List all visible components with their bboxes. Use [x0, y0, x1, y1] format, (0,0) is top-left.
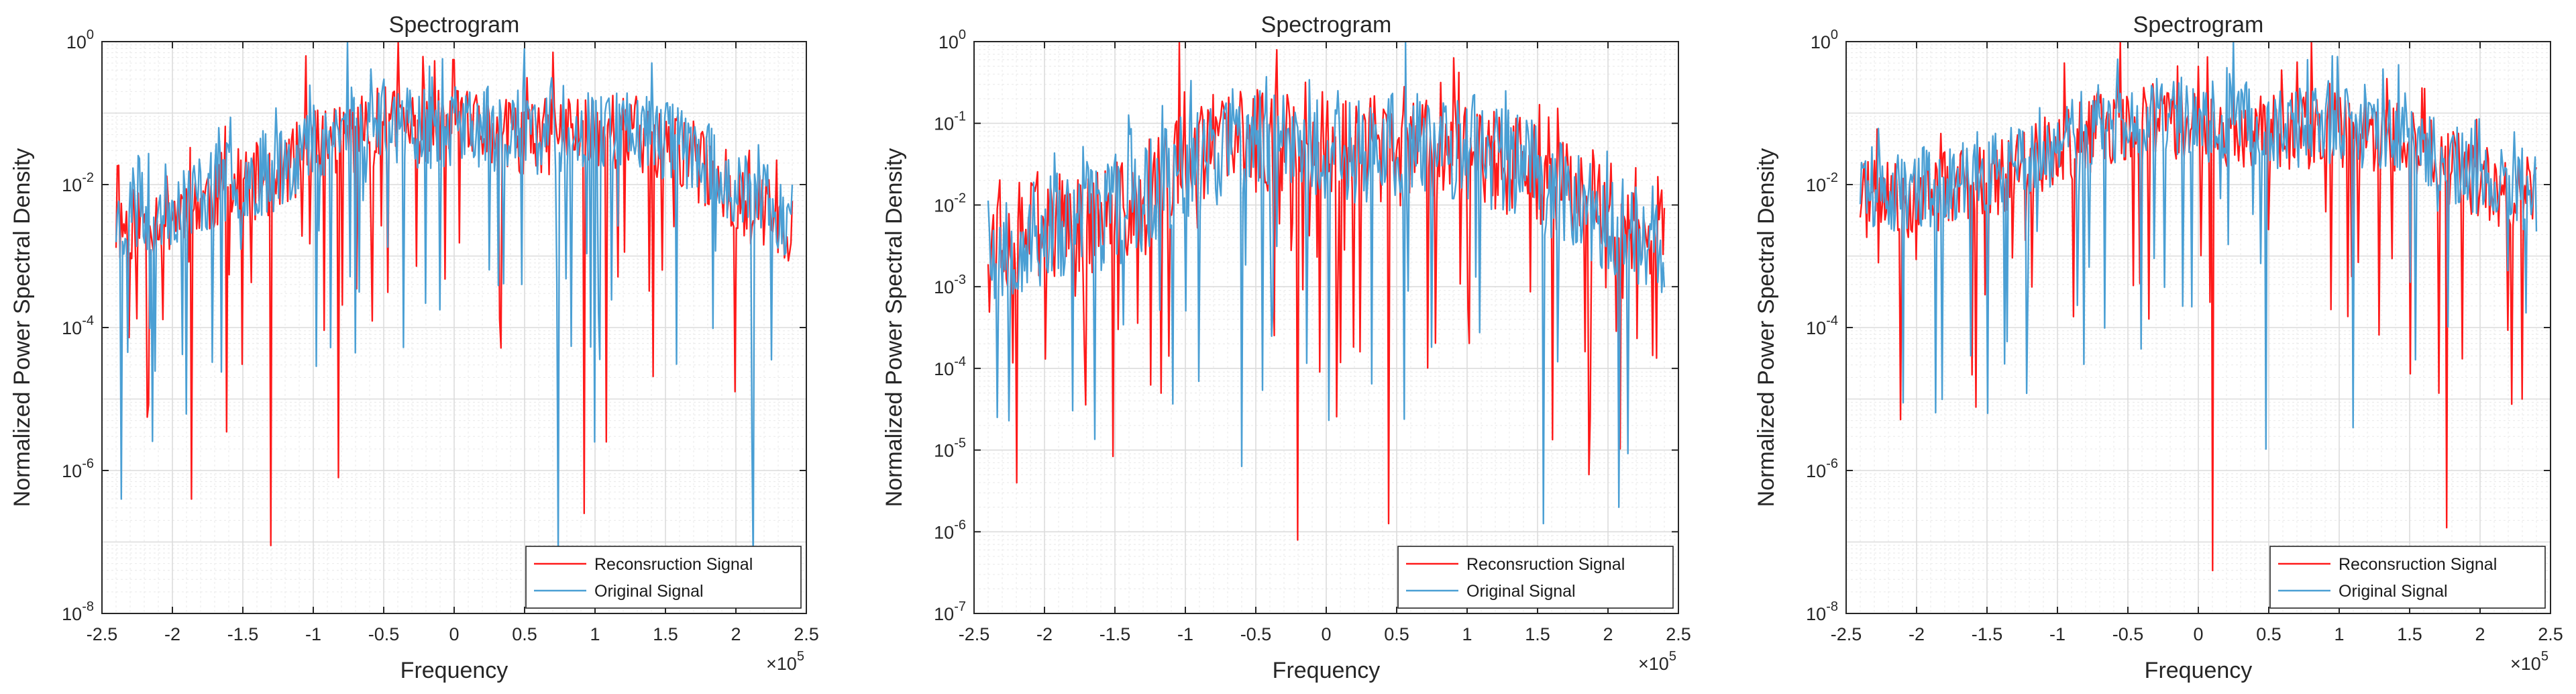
- y-tick-label: 10-3: [934, 272, 966, 297]
- y-tick-label: 100: [66, 28, 94, 52]
- x-tick-label: 2: [731, 624, 741, 644]
- x-tick-label: 1.5: [2397, 624, 2422, 644]
- x-tick-label: -2: [1036, 624, 1053, 644]
- y-tick-label: 10-4: [62, 313, 94, 338]
- x-tick-label: 1: [2334, 624, 2344, 644]
- y-ticks: 10-8 10-6 10-4 10-2 100: [1806, 28, 2551, 624]
- y-tick-label: 10-4: [934, 354, 966, 379]
- x-tick-label: 1.5: [653, 624, 678, 644]
- y-ticks: 10-8 10-6 10-4 10-2 100: [62, 28, 806, 624]
- legend: Reconsruction Signal Original Signal: [1397, 546, 1674, 609]
- series-line-original: [987, 42, 1666, 525]
- y-tick-label: 10-6: [934, 517, 966, 542]
- chart-title: Spectrogram: [1261, 12, 1392, 38]
- y-tick-label: 10-8: [62, 599, 94, 624]
- chart-title: Spectrogram: [2133, 12, 2264, 38]
- y-axis-label: Normalized Power Spectral Density: [9, 148, 35, 507]
- y-tick-label: 100: [938, 28, 966, 52]
- x-tick-label: 0.5: [2256, 624, 2282, 644]
- y-ticks: 10-7 10-6 10-5 10-4 10-3 10-2 10-1 100: [934, 28, 1678, 624]
- x-tick-label: -2.5: [87, 624, 118, 644]
- x-tick-label: 0: [2193, 624, 2203, 644]
- legend-label-reconstruction: Reconsruction Signal: [1466, 555, 1625, 574]
- legend: Reconsruction Signal Original Signal: [525, 546, 802, 609]
- x-tick-label: 2.5: [2538, 624, 2563, 644]
- legend-label-original: Original Signal: [1466, 582, 1576, 601]
- legend: Reconsruction Signal Original Signal: [2269, 546, 2546, 609]
- x-tick-label: -1: [305, 624, 321, 644]
- x-axis-label: Frequency: [400, 658, 508, 683]
- x-tick-label: -0.5: [1240, 624, 1272, 644]
- x-tick-label: -1.5: [1972, 624, 2003, 644]
- legend-label-original: Original Signal: [2339, 582, 2448, 601]
- x-tick-label: 0: [1321, 624, 1331, 644]
- y-tick-label: 10-2: [934, 191, 966, 215]
- chart-title: Spectrogram: [389, 12, 520, 38]
- x-tick-label: 0: [449, 624, 459, 644]
- y-tick-label: 10-1: [934, 109, 966, 134]
- y-axis-label: Normalized Power Spectral Density: [1754, 148, 1779, 507]
- chart-panel-1: -2.5 -2 -1.5 -1 -0.5 0 0.5 1 1.5 2 2.5 10-8 10-6 10-4…: [9, 12, 819, 683]
- x-tick-label: 0.5: [1384, 624, 1409, 644]
- y-tick-label: 10-8: [1806, 599, 1838, 624]
- x-tick-label: -1: [2049, 624, 2065, 644]
- x-tick-label: -1.5: [227, 624, 259, 644]
- y-tick-label: 10-2: [62, 170, 94, 195]
- x-tick-label: 1: [1462, 624, 1472, 644]
- x-exponent-label: ×105: [766, 649, 804, 674]
- x-tick-label: 1: [590, 624, 600, 644]
- y-tick-label: 10-6: [1806, 456, 1838, 481]
- x-ticks: -2.5 -2 -1.5 -1 -0.5 0 0.5 1 1.5 2 2.5: [1831, 42, 2563, 644]
- legend-label-reconstruction: Reconsruction Signal: [594, 555, 753, 574]
- x-tick-label: 2.5: [1666, 624, 1691, 644]
- chart-panel-2: -2.5 -2 -1.5 -1 -0.5 0 0.5 1 1.5 2 2.5 10-7 10-6 10-5…: [881, 12, 1691, 683]
- series-line-original: [115, 42, 794, 564]
- x-exponent-label: ×105: [1638, 649, 1676, 674]
- x-tick-label: -0.5: [368, 624, 400, 644]
- legend-box: [2269, 546, 2546, 609]
- series-line-reconstruction: [1859, 42, 2538, 572]
- x-tick-label: 1.5: [1525, 624, 1550, 644]
- x-ticks: -2.5 -2 -1.5 -1 -0.5 0 0.5 1 1.5 2 2.5: [87, 42, 819, 644]
- y-tick-label: 100: [1811, 28, 1838, 52]
- legend-box: [525, 546, 802, 609]
- legend-label-original: Original Signal: [594, 582, 704, 601]
- x-tick-label: 0.5: [512, 624, 537, 644]
- x-tick-label: 2.5: [794, 624, 819, 644]
- x-tick-label: -1.5: [1099, 624, 1131, 644]
- x-tick-label: -2: [164, 624, 180, 644]
- legend-label-reconstruction: Reconsruction Signal: [2339, 555, 2497, 574]
- x-ticks: -2.5 -2 -1.5 -1 -0.5 0 0.5 1 1.5 2 2.5: [959, 42, 1691, 644]
- x-tick-label: -2.5: [1831, 624, 1862, 644]
- x-axis-label: Frequency: [1273, 658, 1381, 683]
- series-line-original: [1859, 42, 2538, 450]
- y-axis-label: Normalized Power Spectral Density: [881, 148, 907, 507]
- x-tick-label: -1: [1177, 624, 1193, 644]
- x-exponent-label: ×105: [2510, 649, 2548, 674]
- y-tick-label: 10-2: [1806, 170, 1838, 195]
- x-tick-label: -2.5: [959, 624, 990, 644]
- x-tick-label: -2: [1909, 624, 1925, 644]
- x-tick-label: 2: [1603, 624, 1613, 644]
- y-tick-label: 10-6: [62, 456, 94, 481]
- y-tick-label: 10-5: [934, 436, 966, 461]
- chart-panel-3: -2.5 -2 -1.5 -1 -0.5 0 0.5 1 1.5 2 2.5 10-8 10-6 10-4…: [1754, 12, 2563, 683]
- legend-box: [1397, 546, 1674, 609]
- series-line-reconstruction: [115, 42, 794, 546]
- y-tick-label: 10-7: [934, 599, 966, 624]
- x-tick-label: 2: [2475, 624, 2485, 644]
- y-tick-label: 10-4: [1806, 313, 1838, 338]
- x-axis-label: Frequency: [2145, 658, 2253, 683]
- x-tick-label: -0.5: [2112, 624, 2144, 644]
